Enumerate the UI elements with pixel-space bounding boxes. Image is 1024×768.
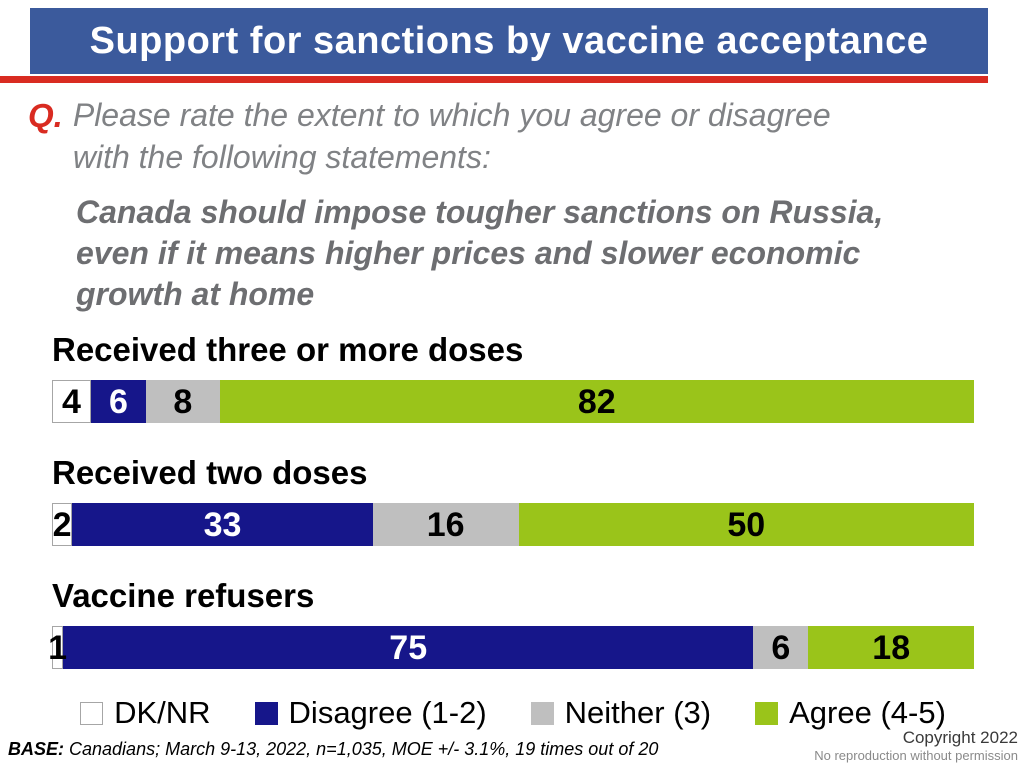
legend-item-dk-nr: DK/NR [80,695,211,731]
bar-segment-disagree-1-2: 33 [72,503,373,547]
segment-value: 18 [872,628,911,667]
copyright-note: No reproduction without permission [814,747,1018,763]
bar-group-received-two-doses: Received two doses 2 33 16 50 [52,454,975,547]
legend-label: Disagree (1-2) [288,695,487,731]
statement-text: Canada should impose tougher sanctions o… [76,194,884,313]
copyright-block: Copyright 2022 No reproduction without p… [814,727,1018,765]
legend: DK/NR Disagree (1-2) Neither (3) Agree (4-5… [52,695,974,731]
bar-group-received-three-or-more-doses: Received three or more doses 4 6 8 82 [52,331,974,424]
stacked-bar: 1 75 6 18 [48,626,974,670]
segment-value: 75 [389,628,428,667]
base-text: Canadians; March 9-13, 2022, n=1,035, MO… [64,739,659,759]
bar-segment-agree-4-5: 18 [808,626,974,670]
legend-item-agree-4-5: Agree (4-5) [755,695,946,731]
stacked-bar: 2 33 16 50 [52,503,975,547]
base-note: BASE: Canadians; March 9-13, 2022, n=1,0… [8,739,658,760]
copyright-text: Copyright 2022 [902,727,1018,747]
bar-segment-agree-4-5: 50 [518,503,975,547]
legend-label: Agree (4-5) [789,695,946,731]
segment-value: 50 [727,505,766,544]
bar-segment-dk-nr: 2 [52,503,73,547]
title-banner: Support for sanctions by vaccine accepta… [30,8,988,74]
segment-value: 4 [61,382,81,421]
question-block: Q. Please rate the extent to which you a… [28,95,988,178]
segment-value: 1 [48,628,68,667]
segment-value: 8 [173,382,193,421]
legend-label: DK/NR [114,695,211,731]
bar-groups: Received three or more doses 4 6 8 82 Receive… [48,331,975,670]
bar-segment-disagree-1-2: 75 [63,626,754,670]
page-title: Support for sanctions by vaccine accepta… [89,19,929,62]
category-label: Vaccine refusers [52,577,315,615]
header: Support for sanctions by vaccine accepta… [0,8,1024,83]
segment-value: 6 [108,382,128,421]
red-divider [0,76,988,83]
segment-value: 82 [577,382,616,421]
question-prefix: Q. [28,97,63,134]
bar-segment-disagree-1-2: 6 [90,380,146,424]
stacked-bar: 4 6 8 82 [52,380,974,424]
question-text: Please rate the extent to which you agre… [72,97,831,175]
bar-segment-neither-3: 16 [372,503,519,547]
bar-segment-agree-4-5: 82 [219,380,974,424]
legend-label: Neither (3) [564,695,712,731]
legend-swatch-dk-nr [80,701,104,725]
base-label: BASE: [8,739,65,759]
legend-swatch-neither-3 [530,701,554,725]
category-label: Received three or more doses [52,331,524,369]
segment-value: 16 [426,505,465,544]
bar-group-vaccine-refusers: Vaccine refusers 1 75 6 18 [48,577,974,670]
legend-item-neither-3: Neither (3) [530,695,712,731]
legend-item-disagree-1-2: Disagree (1-2) [254,695,487,731]
category-label: Received two doses [52,454,368,492]
bar-segment-dk-nr: 1 [48,626,67,670]
stacked-bar-chart: Received three or more doses 4 6 8 82 Receive… [48,331,975,731]
legend-swatch-disagree-1-2 [254,701,278,725]
bar-segment-neither-3: 6 [753,626,809,670]
bar-segment-dk-nr: 4 [52,380,91,424]
bar-segment-neither-3: 8 [146,380,220,424]
legend-swatch-agree-4-5 [755,701,779,725]
segment-value: 33 [203,505,242,544]
segment-value: 2 [52,505,72,544]
segment-value: 6 [771,628,791,667]
